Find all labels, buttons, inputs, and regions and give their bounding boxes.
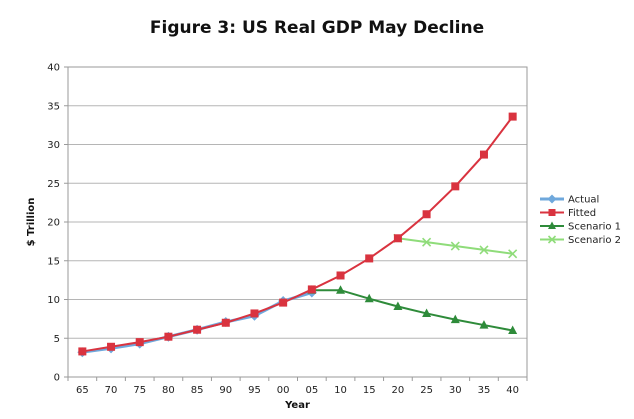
series-scenario-2 xyxy=(393,233,518,259)
y-tick-label: 35 xyxy=(47,101,60,112)
legend: Actual Fitted Scenario 1 Scenario 2 xyxy=(540,194,621,246)
legend-item: Actual xyxy=(540,194,599,206)
data-point xyxy=(479,150,488,159)
y-tick-label: 5 xyxy=(54,334,60,345)
y-tick-label: 20 xyxy=(47,218,60,229)
x-tick-label: 95 xyxy=(248,385,261,396)
data-point xyxy=(164,332,173,341)
x-tick-label: 70 xyxy=(105,385,118,396)
series-line xyxy=(82,115,514,353)
data-point xyxy=(422,210,431,219)
x-tick-label: 25 xyxy=(420,385,433,396)
data-point xyxy=(451,182,460,191)
legend-label: Scenario 2 xyxy=(568,235,621,246)
x-tick-label: 90 xyxy=(219,385,232,396)
data-point xyxy=(393,234,402,243)
y-tick-label: 15 xyxy=(47,256,60,267)
data-point xyxy=(508,249,518,259)
data-point xyxy=(548,221,556,229)
data-point xyxy=(547,194,557,204)
y-tick-label: 0 xyxy=(54,373,60,384)
x-tick-label: 75 xyxy=(133,385,146,396)
data-point xyxy=(193,325,202,334)
legend-item: Scenario 1 xyxy=(540,221,621,233)
y-tick-label: 40 xyxy=(47,63,60,74)
chart-title: Figure 3: US Real GDP May Decline xyxy=(149,18,485,38)
y-tick-label: 10 xyxy=(47,295,60,306)
x-axis-ticks: 65 70 75 80 85 90 95 00 05 10 15 20 25 30 35 40 xyxy=(67,377,528,396)
x-axis-label: Year xyxy=(284,400,310,411)
y-axis-label: $ Trillion xyxy=(26,198,37,247)
data-point xyxy=(250,309,259,318)
x-tick-label: 85 xyxy=(191,385,204,396)
y-axis-ticks: 0 5 10 15 20 25 30 35 40 xyxy=(47,63,68,384)
data-point xyxy=(479,245,489,255)
data-point xyxy=(547,235,557,244)
data-point xyxy=(422,237,432,247)
series-line xyxy=(82,291,313,354)
data-point xyxy=(479,320,489,329)
x-tick-label: 05 xyxy=(305,385,318,396)
data-point xyxy=(107,342,116,351)
series-line xyxy=(311,289,513,332)
data-point xyxy=(450,241,460,251)
data-point xyxy=(450,314,460,324)
data-point xyxy=(422,308,432,317)
legend-label: Fitted xyxy=(568,208,596,219)
data-point xyxy=(135,338,144,347)
data-point xyxy=(336,271,345,280)
x-tick-label: 10 xyxy=(334,385,347,396)
data-point xyxy=(336,285,346,294)
x-tick-label: 30 xyxy=(449,385,462,396)
data-point xyxy=(307,285,316,294)
legend-label: Scenario 1 xyxy=(568,222,621,233)
data-point xyxy=(548,209,556,216)
legend-item: Scenario 2 xyxy=(540,235,621,246)
x-tick-label: 00 xyxy=(277,385,290,396)
data-point xyxy=(393,301,403,310)
data-point xyxy=(365,254,374,263)
series-scenario-1 xyxy=(307,285,518,334)
x-tick-label: 80 xyxy=(162,385,175,396)
data-point xyxy=(279,298,288,307)
series-fitted xyxy=(78,112,517,356)
x-tick-label: 20 xyxy=(392,385,405,396)
x-tick-label: 65 xyxy=(76,385,89,396)
data-point xyxy=(221,318,230,327)
x-tick-label: 15 xyxy=(363,385,376,396)
data-point xyxy=(364,293,374,303)
data-point xyxy=(508,112,517,121)
x-tick-label: 40 xyxy=(506,385,519,396)
series-layer xyxy=(77,112,518,358)
data-point xyxy=(508,325,518,334)
legend-item: Fitted xyxy=(540,208,596,219)
x-tick-label: 35 xyxy=(478,385,491,396)
data-point xyxy=(78,347,87,356)
y-tick-label: 25 xyxy=(47,179,60,190)
legend-label: Actual xyxy=(568,195,599,206)
y-tick-label: 30 xyxy=(47,140,60,151)
